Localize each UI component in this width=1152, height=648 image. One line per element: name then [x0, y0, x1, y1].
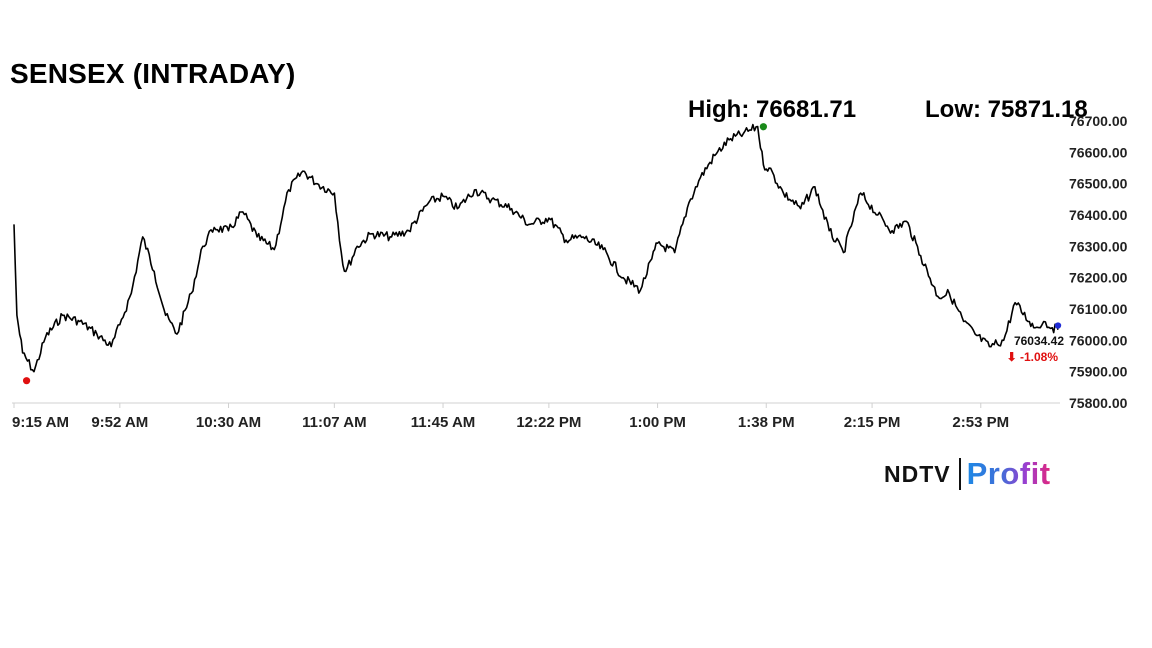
- y-tick-label: 75800.00: [1069, 395, 1128, 411]
- x-tick-label: 1:38 PM: [738, 414, 795, 431]
- chart-title: SENSEX (INTRADAY): [10, 58, 296, 89]
- y-tick-label: 76200.00: [1069, 270, 1128, 286]
- x-tick-label: 12:22 PM: [516, 414, 581, 431]
- logo-ndtv-text: NDTV: [884, 460, 951, 487]
- y-tick-label: 76000.00: [1069, 332, 1128, 348]
- x-tick-label: 11:07 AM: [302, 414, 366, 431]
- x-tick-label: 9:52 AM: [91, 414, 148, 431]
- x-tick-label: 11:45 AM: [411, 414, 475, 431]
- last-point-marker: [1054, 322, 1062, 329]
- y-tick-label: 76300.00: [1069, 238, 1128, 254]
- chart-axes: 75800.00 75900.00 76000.00 76100.00 76200.00…: [12, 113, 1128, 431]
- x-tick-label: 1:00 PM: [629, 414, 686, 431]
- low-label: Low: 75871.18: [925, 96, 1088, 123]
- y-tick-label: 76600.00: [1069, 144, 1128, 160]
- x-tick-label: 10:30 AM: [196, 414, 261, 431]
- y-tick-label: 76700.00: [1069, 113, 1128, 129]
- last-change-label: ⬇ -1.08%: [1007, 350, 1059, 364]
- price-series: [13, 123, 1059, 373]
- y-tick-label: 76500.00: [1069, 176, 1128, 192]
- logo-divider: [958, 458, 961, 490]
- y-tick-label: 76400.00: [1069, 207, 1128, 223]
- chart-markers: 76034.42 ⬇ -1.08%: [22, 123, 1064, 385]
- low-point-marker: [22, 377, 31, 385]
- last-value-label: 76034.42: [1014, 334, 1064, 348]
- x-tick-label: 9:15 AM: [12, 414, 69, 431]
- high-point-marker: [759, 123, 767, 131]
- high-label: High: 76681.71: [688, 96, 857, 123]
- series-line: [13, 123, 1059, 373]
- ndtv-profit-logo: NDTV Profit: [884, 456, 1051, 492]
- y-tick-label: 76100.00: [1069, 301, 1128, 317]
- logo-profit-text: Profit: [966, 456, 1051, 491]
- x-tick-label: 2:53 PM: [952, 414, 1009, 431]
- x-tick-label: 2:15 PM: [844, 414, 901, 431]
- y-tick-label: 75900.00: [1069, 364, 1128, 380]
